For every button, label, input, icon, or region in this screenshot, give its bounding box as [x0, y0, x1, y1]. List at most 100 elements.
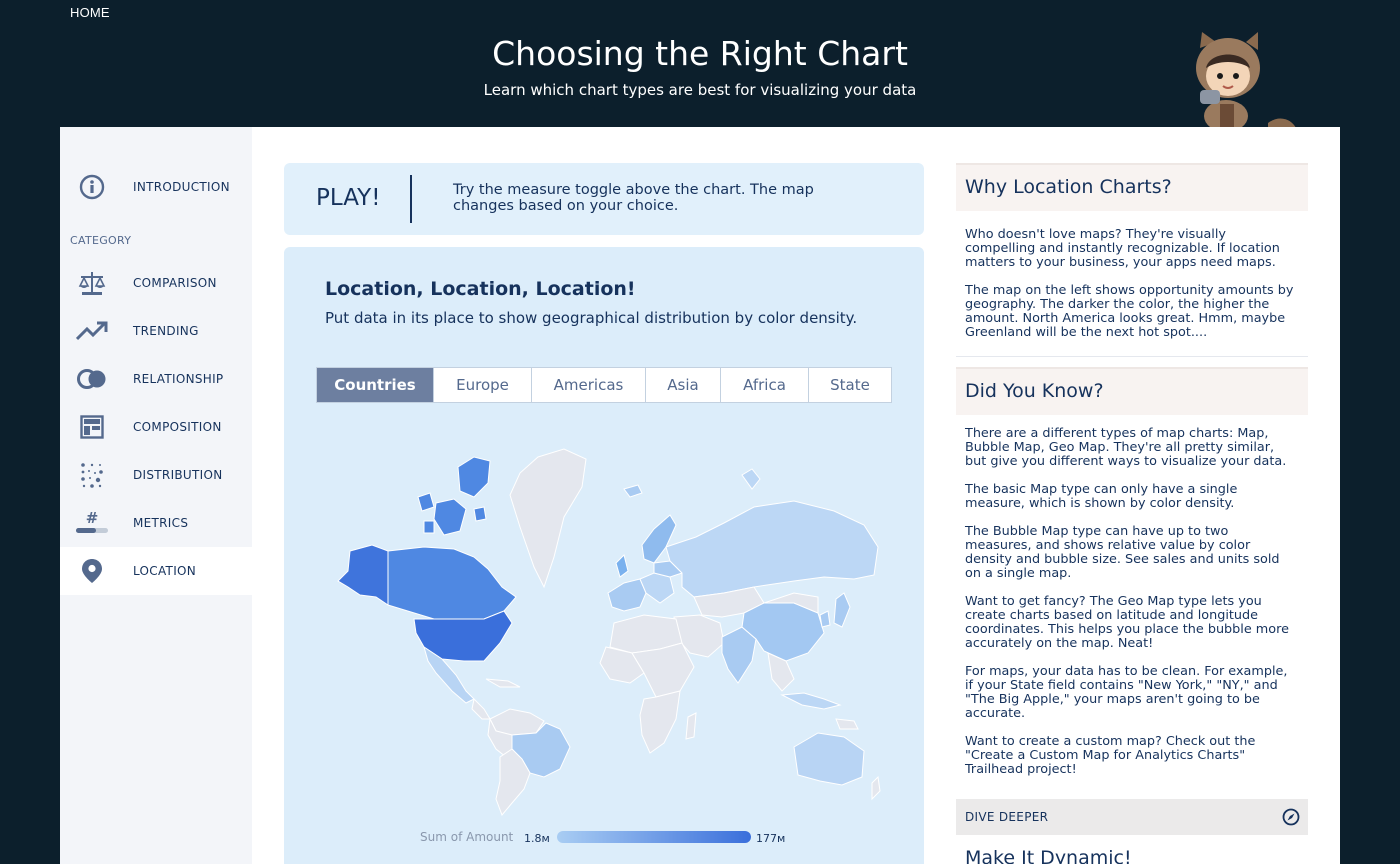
sidebar-item-label: COMPOSITION	[133, 420, 222, 434]
tab-americas[interactable]: Americas	[532, 368, 646, 402]
region-new-zealand	[871, 775, 881, 801]
play-divider	[410, 175, 412, 223]
info-icon	[76, 173, 108, 201]
know-paragraph-3: The Bubble Map type can have up to two m…	[965, 524, 1280, 581]
region-scandinavia	[641, 514, 677, 564]
make-it-dynamic-title: Make It Dynamic!	[965, 847, 1132, 864]
legend-min: 1.8м	[524, 832, 550, 845]
know-paragraph-6: Want to create a custom map? Check out t…	[965, 734, 1256, 777]
region-russia-island	[741, 468, 761, 490]
play-callout: PLAY! Try the measure toggle above the c…	[284, 163, 924, 235]
why-paragraph-1: Who doesn't love maps? They're visually …	[965, 227, 1280, 270]
region-mongolia	[763, 592, 819, 614]
region-western-europe	[607, 578, 647, 612]
scale-icon	[76, 269, 108, 297]
sidebar-item-label: INTRODUCTION	[133, 180, 230, 194]
region-southern-africa	[639, 690, 681, 754]
know-paragraph-1: There are a different types of map chart…	[965, 426, 1287, 469]
sidebar: INTRODUCTION CATEGORY COMPARISON TRENDIN…	[60, 127, 252, 864]
region-uk	[615, 554, 629, 578]
trend-icon	[76, 317, 108, 345]
sidebar-item-label: DISTRIBUTION	[133, 468, 223, 482]
did-you-know-title: Did You Know?	[965, 380, 1104, 402]
know-paragraph-2: The basic Map type can only have a singl…	[965, 482, 1238, 511]
tab-europe[interactable]: Europe	[434, 368, 532, 402]
dots-icon	[76, 461, 108, 489]
region-iceland	[623, 484, 643, 498]
sidebar-item-location[interactable]: LOCATION	[60, 547, 252, 595]
sidebar-item-distribution[interactable]: DISTRIBUTION	[60, 451, 252, 499]
card-title: Location, Location, Location!	[325, 278, 636, 300]
home-link[interactable]: HOME	[70, 5, 110, 20]
sidebar-item-composition[interactable]: COMPOSITION	[60, 403, 252, 451]
tab-state[interactable]: State	[830, 376, 870, 394]
why-location-header: Why Location Charts?	[956, 163, 1308, 211]
why-location-title: Why Location Charts?	[965, 176, 1172, 198]
why-paragraph-2: The map on the left shows opportunity am…	[965, 283, 1294, 340]
sidebar-item-label: COMPARISON	[133, 276, 217, 290]
content-shell: INTRODUCTION CATEGORY COMPARISON TRENDIN…	[60, 127, 1340, 864]
region-japan	[833, 592, 851, 628]
region-caribbean	[485, 678, 521, 688]
sidebar-item-introduction[interactable]: INTRODUCTION	[60, 163, 252, 211]
region-greenland	[509, 448, 587, 589]
region-eastern-europe	[653, 560, 683, 578]
page-title: Choosing the Right Chart	[492, 34, 908, 73]
section-divider	[956, 356, 1308, 357]
svg-text:#: #	[86, 510, 99, 527]
region-korea	[819, 610, 831, 628]
map-pin-icon	[76, 557, 108, 585]
tab-africa[interactable]: Africa	[721, 368, 809, 402]
sidebar-item-label: LOCATION	[133, 564, 197, 578]
region-indonesia	[780, 692, 842, 710]
page-subtitle: Learn which chart types are best for vis…	[483, 81, 917, 99]
sidebar-item-metrics[interactable]: # METRICS	[60, 499, 252, 547]
compass-icon[interactable]	[1282, 808, 1300, 826]
play-text: Try the measure toggle above the chart. …	[453, 182, 814, 214]
map-chart-card: Location, Location, Location! Put data i…	[284, 247, 924, 864]
tab-asia[interactable]: Asia	[646, 368, 721, 402]
sidebar-item-comparison[interactable]: COMPARISON	[60, 259, 252, 307]
region-madagascar	[685, 712, 697, 740]
did-you-know-header: Did You Know?	[956, 367, 1308, 415]
region-india	[721, 626, 757, 684]
top-header: HOME Choosing the Right Chart Learn whic…	[0, 0, 1400, 128]
card-subtitle: Put data in its place to show geographic…	[325, 309, 858, 327]
dive-deeper-bar[interactable]: DIVE DEEPER	[956, 799, 1308, 835]
region-tabs: Countries Europe Americas Asia Africa St…	[316, 367, 892, 403]
region-mexico	[423, 645, 475, 704]
sidebar-item-label: TRENDING	[133, 324, 199, 338]
tab-countries[interactable]: Countries	[317, 368, 434, 402]
category-label: CATEGORY	[70, 234, 132, 247]
layout-icon	[76, 413, 108, 441]
region-usa	[413, 610, 513, 662]
region-alaska	[337, 544, 389, 606]
region-southeast-asia	[767, 652, 795, 692]
region-central-europe	[639, 572, 675, 604]
region-png	[835, 718, 859, 730]
know-paragraph-4: Want to get fancy? The Geo Map type lets…	[965, 594, 1289, 651]
rings-icon	[76, 365, 108, 393]
region-canada	[387, 546, 517, 620]
region-arctic-islands	[457, 456, 491, 498]
region-arctic-small	[417, 492, 487, 534]
region-central-america	[471, 697, 491, 720]
mascot-illustration	[1196, 32, 1296, 128]
region-central-africa	[631, 642, 695, 698]
hash-icon: #	[76, 509, 108, 537]
sidebar-item-label: METRICS	[133, 516, 189, 530]
region-russia	[665, 500, 879, 598]
sidebar-item-label: RELATIONSHIP	[133, 372, 224, 386]
sidebar-item-relationship[interactable]: RELATIONSHIP	[60, 355, 252, 403]
dive-deeper-label: DIVE DEEPER	[965, 810, 1049, 824]
world-map[interactable]	[324, 447, 884, 817]
region-australia	[793, 732, 865, 786]
sidebar-item-trending[interactable]: TRENDING	[60, 307, 252, 355]
region-baffin	[433, 498, 467, 536]
legend-max: 177м	[756, 832, 786, 845]
legend-label: Sum of Amount	[420, 830, 514, 844]
region-china	[741, 602, 825, 662]
play-label: PLAY!	[316, 185, 381, 211]
legend-gradient	[557, 831, 751, 843]
region-south-america-south	[495, 748, 531, 816]
